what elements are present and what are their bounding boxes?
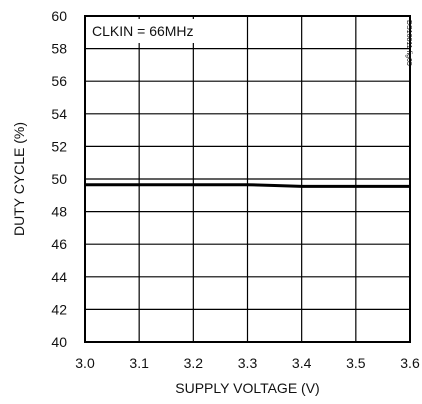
x-tick-label: 3.6 — [400, 355, 420, 371]
y-tick-label: 52 — [51, 138, 67, 154]
y-tick-label: 46 — [51, 236, 67, 252]
y-tick-label: 48 — [51, 204, 67, 220]
y-tick-label: 58 — [51, 41, 67, 57]
y-tick-labels: 40 42 44 46 48 50 52 54 56 58 60 — [51, 8, 67, 350]
figure-id-note: DS10811 fig05 — [405, 20, 412, 66]
x-tick-label: 3.0 — [75, 355, 95, 371]
x-tick-label: 3.4 — [292, 355, 312, 371]
series-line — [85, 183, 410, 188]
x-tick-label: 3.2 — [184, 355, 204, 371]
plot-frame — [84, 15, 411, 343]
y-tick-label: 44 — [51, 269, 67, 285]
y-tick-label: 54 — [51, 106, 67, 122]
y-tick-label: 60 — [51, 8, 67, 24]
x-tick-label: 3.3 — [238, 355, 258, 371]
x-axis-label: SUPPLY VOLTAGE (V) — [175, 380, 319, 396]
annotation-clkin: CLKIN = 66MHz — [92, 23, 194, 39]
y-tick-label: 50 — [51, 171, 67, 187]
y-tick-label: 42 — [51, 301, 67, 317]
x-tick-label: 3.5 — [346, 355, 366, 371]
y-axis-label: DUTY CYCLE (%) — [11, 122, 27, 236]
y-tick-label: 40 — [51, 334, 67, 350]
annotation-background — [87, 19, 199, 43]
x-tick-label: 3.1 — [129, 355, 149, 371]
grid — [85, 16, 410, 342]
x-tick-labels: 3.0 3.1 3.2 3.3 3.4 3.5 3.6 — [75, 355, 420, 371]
y-tick-label: 56 — [51, 73, 67, 89]
series-layer — [85, 183, 410, 188]
